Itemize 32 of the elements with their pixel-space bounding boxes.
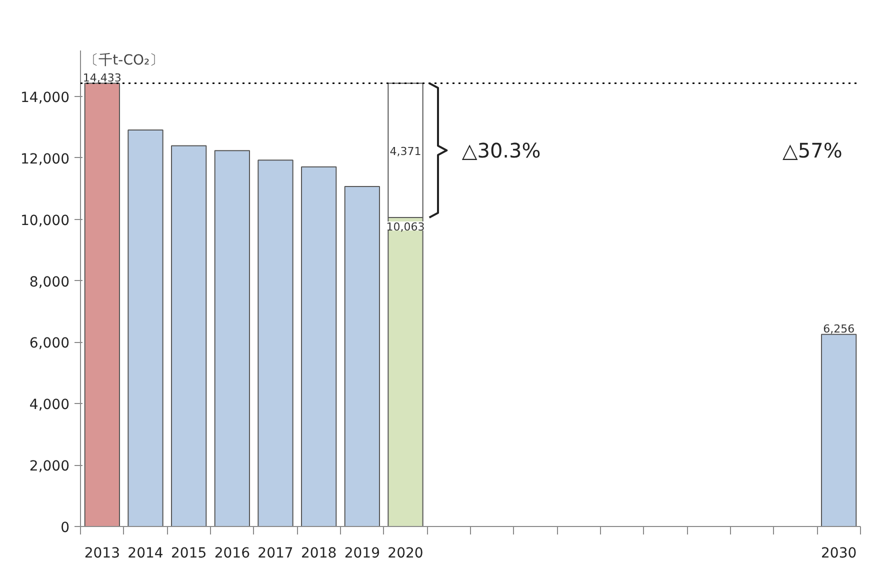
y-axis-title: 〔千t-CO₂〕 [84,52,164,68]
bar [128,130,164,526]
annotation: △30.3% [462,138,541,162]
y-tick-label: 4,000 [29,397,70,414]
bar [171,145,207,526]
data-label: 4,371 [390,144,422,158]
y-tick-label: 10,000 [20,212,70,229]
x-tick-label: 2017 [258,546,294,562]
bar [258,160,294,526]
y-tick-label: 12,000 [20,151,70,168]
x-tick-label: 2030 [821,546,857,562]
x-tick-label: 2020 [388,546,424,562]
y-tick-label: 8,000 [29,274,70,290]
x-tick-label: 2018 [301,546,337,562]
data-label: 6,256 [823,322,855,336]
bar [214,150,250,526]
y-tick-label: 14,000 [20,90,70,106]
x-tick-label: 2019 [344,546,380,562]
y-tick-label: 0 [60,520,70,536]
x-tick-label: 2013 [84,546,120,562]
bar [84,82,120,526]
x-tick-label: 2014 [128,546,164,562]
y-tick-label: 6,000 [29,336,70,352]
bar [301,166,337,526]
data-label: 14,433 [82,71,122,84]
x-tick-label: 2015 [171,546,207,562]
bar [821,334,857,526]
bar [344,186,380,526]
x-tick-label: 2016 [214,546,250,562]
y-tick-label: 2,000 [29,458,70,475]
annotation: △57% [782,138,842,162]
data-label: 10,063 [386,220,425,234]
